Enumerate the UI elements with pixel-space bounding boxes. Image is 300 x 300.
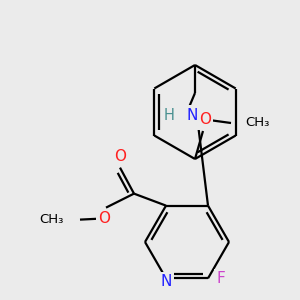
Text: F: F (217, 271, 225, 286)
Text: O: O (199, 112, 211, 128)
Text: O: O (98, 211, 110, 226)
Text: N: N (186, 107, 198, 122)
Text: O: O (114, 149, 126, 164)
Text: H: H (164, 107, 174, 122)
Text: N: N (160, 274, 172, 289)
Text: CH₃: CH₃ (40, 213, 64, 226)
Text: CH₃: CH₃ (245, 116, 269, 130)
